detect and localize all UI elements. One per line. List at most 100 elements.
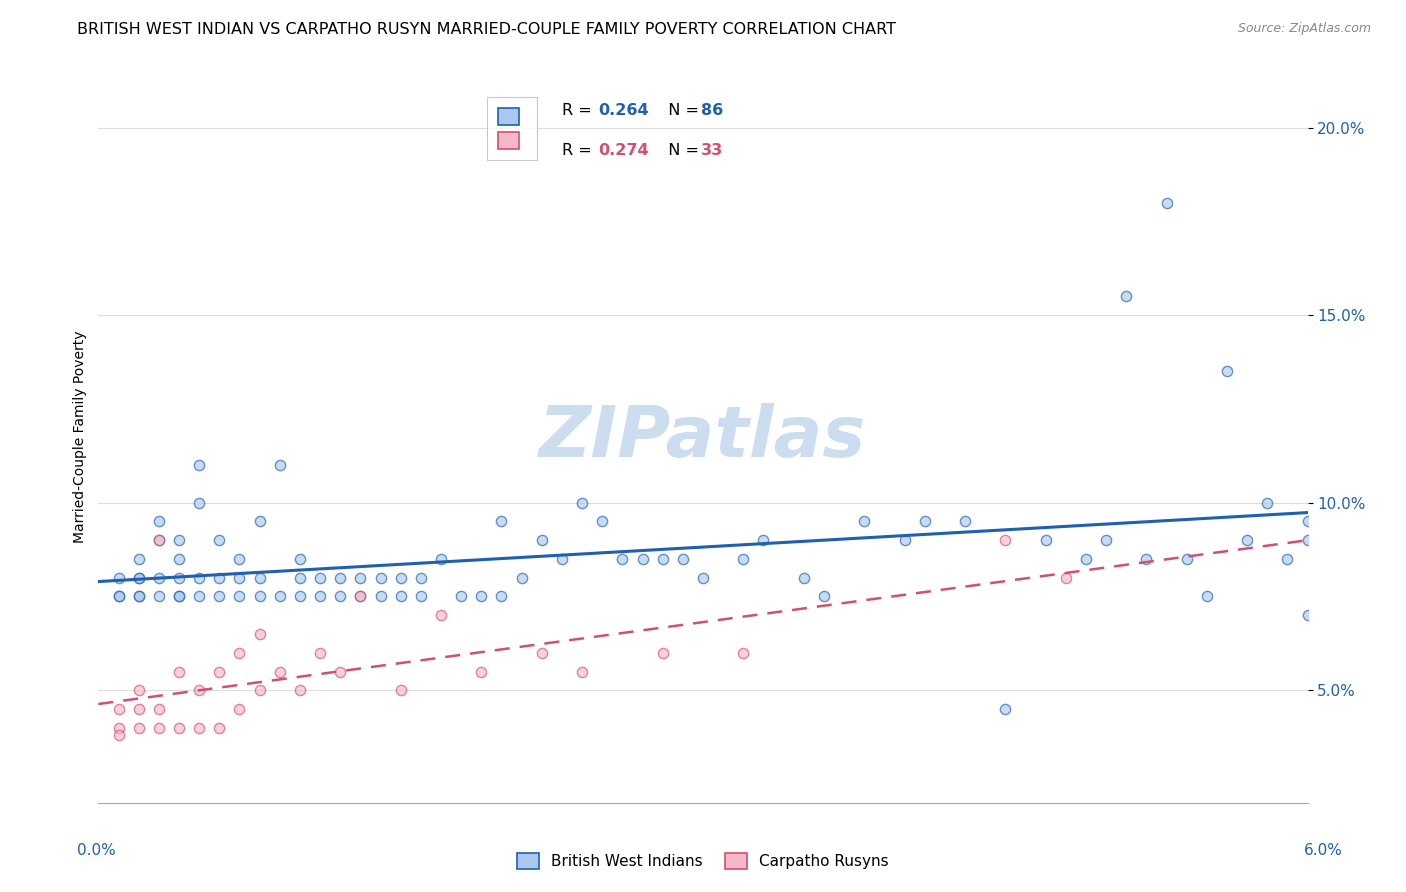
Point [329,571,352,585]
Point [329,590,352,604]
Point [1156,195,1178,210]
Point [1216,364,1239,378]
Text: ZIPatlas: ZIPatlas [540,402,866,472]
Point [1175,552,1198,566]
Point [349,571,371,585]
Y-axis label: Married-Couple Family Poverty: Married-Couple Family Poverty [73,331,87,543]
Point [167,590,190,604]
Point [672,552,695,566]
Point [128,683,150,698]
Legend: , : , [486,97,537,160]
Point [450,590,472,604]
Point [914,515,936,529]
Point [148,533,170,548]
Point [994,533,1017,548]
Point [128,571,150,585]
Point [249,627,271,641]
Point [571,665,593,679]
Point [1256,496,1278,510]
Point [591,515,613,529]
Point [128,571,150,585]
Point [148,590,170,604]
Point [208,721,231,735]
Text: N =: N = [658,103,704,118]
Point [228,702,250,716]
Point [752,533,775,548]
Point [409,590,432,604]
Point [188,590,211,604]
Legend: British West Indians, Carpatho Rusyns: British West Indians, Carpatho Rusyns [512,847,894,875]
Point [148,571,170,585]
Point [309,571,332,585]
Point [148,702,170,716]
Point [349,590,371,604]
Point [612,552,634,566]
Point [651,646,673,660]
Point [551,552,574,566]
Point [692,571,714,585]
Point [249,515,271,529]
Point [208,571,231,585]
Point [1296,515,1319,529]
Point [389,590,412,604]
Point [188,571,211,585]
Point [167,665,190,679]
Point [128,590,150,604]
Point [631,552,654,566]
Point [128,590,150,604]
Point [370,590,392,604]
Point [269,590,291,604]
Point [228,646,250,660]
Point [389,683,412,698]
Point [208,533,231,548]
Point [1095,533,1118,548]
Point [430,608,453,623]
Point [288,590,311,604]
Point [128,721,150,735]
Point [733,552,755,566]
Point [107,728,129,742]
Point [409,571,432,585]
Point [188,683,211,698]
Point [188,721,211,735]
Point [1074,552,1097,566]
Text: R =: R = [561,103,596,118]
Point [1195,590,1218,604]
Text: 0.274: 0.274 [598,143,648,158]
Point [288,552,311,566]
Point [1054,571,1077,585]
Point [148,515,170,529]
Text: BRITISH WEST INDIAN VS CARPATHO RUSYN MARRIED-COUPLE FAMILY POVERTY CORRELATION : BRITISH WEST INDIAN VS CARPATHO RUSYN MA… [77,22,897,37]
Text: 0.0%: 0.0% [77,843,117,858]
Point [249,590,271,604]
Point [288,683,311,698]
Point [107,571,129,585]
Point [167,533,190,548]
Point [893,533,915,548]
Text: 0.264: 0.264 [598,103,648,118]
Point [309,590,332,604]
Text: 33: 33 [700,143,723,158]
Point [793,571,815,585]
Point [389,571,412,585]
Point [1236,533,1258,548]
Point [167,721,190,735]
Point [1296,533,1319,548]
Point [249,571,271,585]
Point [107,702,129,716]
Point [228,552,250,566]
Point [167,571,190,585]
Point [107,721,129,735]
Point [349,590,371,604]
Point [491,515,513,529]
Text: N =: N = [658,143,704,158]
Point [1277,552,1299,566]
Point [228,571,250,585]
Point [571,496,593,510]
Point [288,571,311,585]
Point [329,665,352,679]
Point [470,665,492,679]
Point [269,458,291,473]
Point [107,590,129,604]
Point [1115,289,1137,303]
